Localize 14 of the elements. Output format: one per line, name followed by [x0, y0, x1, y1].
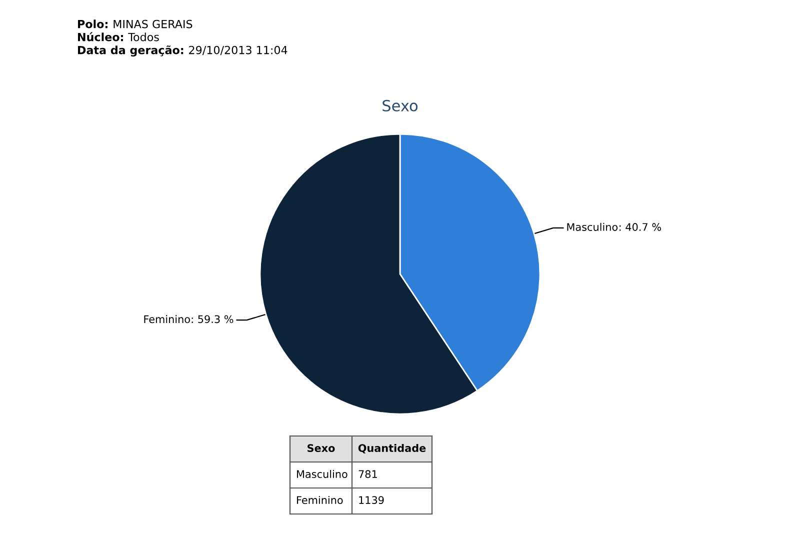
data-label: : 59.3 % [192, 315, 234, 324]
text: Sexo [308, 444, 335, 452]
text: 781 [358, 470, 377, 478]
data-label: : 40.7 % [620, 223, 661, 231]
text: Polo: MINAS GERAIS [78, 20, 192, 28]
text: 1139 [359, 496, 384, 504]
slice-label: Masculino [567, 222, 618, 231]
text: Masculino [297, 470, 348, 478]
text: Quantidade [358, 444, 426, 454]
chart-title: Sexo [382, 100, 418, 112]
text: Data da geração: 29/10/2013 11:04 [78, 45, 288, 57]
text: Feminino [297, 496, 343, 504]
slice-label: Feminino [144, 315, 190, 324]
text: Núcleo: Todos [78, 32, 159, 42]
